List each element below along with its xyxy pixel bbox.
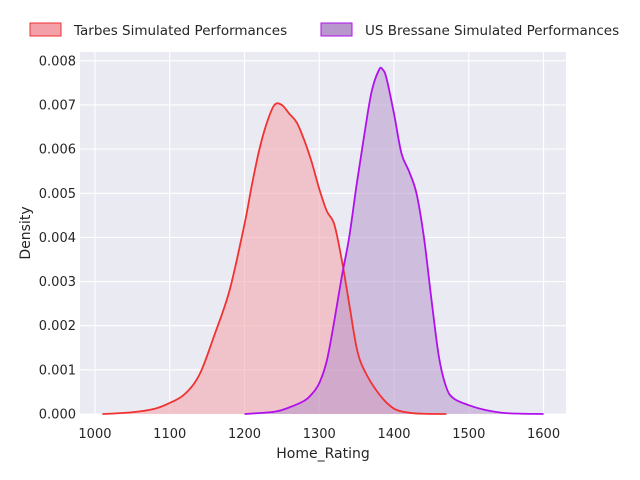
x-tick-label: 1100 [153,427,186,442]
y-axis-label: Density [18,206,34,259]
x-tick-label: 1300 [303,427,336,442]
y-tick-label: 0.007 [39,98,76,113]
x-tick-label: 1200 [228,427,261,442]
x-tick-label: 1600 [527,427,560,442]
legend-label-tarbes: Tarbes Simulated Performances [73,23,287,39]
x-tick-label: 1000 [78,427,111,442]
density-area-us-bressane [244,67,544,414]
tick-labels: 1000 1100 1200 1300 1400 1500 1600 0.000 0.001 0.… [39,54,560,442]
density-line-us-bressane [244,66,544,415]
y-tick-label: 0.001 [39,363,76,378]
y-tick-label: 0.002 [39,319,76,334]
legend-label-us-bressane: US Bressane Simulated Performances [365,23,619,39]
series-layer [102,66,544,415]
legend-swatch-us-bressane [320,22,353,37]
density-line-tarbes [102,102,447,415]
x-tick-label: 1400 [377,427,410,442]
legend-swatch-tarbes [29,22,62,37]
y-tick-label: 0.003 [39,275,76,290]
y-tick-label: 0.000 [39,408,76,423]
y-tick-label: 0.006 [39,143,76,158]
x-axis-label: Home_Rating [276,446,369,462]
y-tick-label: 0.005 [39,187,76,202]
y-tick-label: 0.008 [39,54,76,69]
y-tick-label: 0.004 [39,231,76,246]
legend: Tarbes Simulated Performances US Bressan… [29,22,619,39]
x-tick-label: 1500 [452,427,485,442]
density-area-tarbes [102,103,447,414]
